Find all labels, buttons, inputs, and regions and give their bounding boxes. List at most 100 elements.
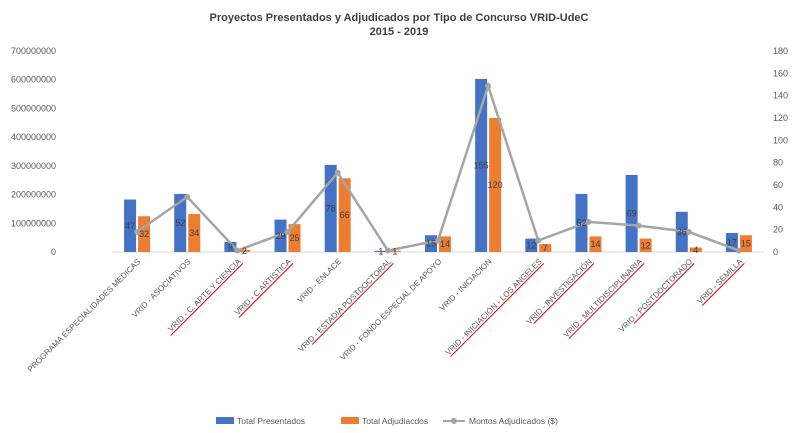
adjudicados-data-label: 15 <box>741 239 751 249</box>
adjudicados-bar <box>439 236 451 252</box>
legend-swatch <box>341 417 359 424</box>
chart-subtitle: 2015 - 2019 <box>370 26 429 38</box>
presentados-bar <box>324 164 337 252</box>
presentados-data-label: 17 <box>727 238 737 248</box>
adjudicados-bar <box>338 178 351 252</box>
adjudicados-bar <box>689 247 702 252</box>
adjudicados-data-label: 120 <box>488 180 503 190</box>
left-tick-label: 100000000 <box>11 218 56 228</box>
presentados-bar <box>525 238 538 252</box>
presentados-bar <box>224 241 237 252</box>
adjudicados-data-label: 25 <box>290 233 300 243</box>
montos-point <box>284 228 291 235</box>
presentados-bar <box>625 174 638 252</box>
legend-marker <box>451 418 457 424</box>
adjudicados-data-label: 14 <box>590 239 600 249</box>
presentados-data-label: 52 <box>175 218 185 228</box>
category-label-text: VRID - INICIACION <box>438 257 494 313</box>
presentados-bar <box>575 193 588 252</box>
right-tick-label: 0 <box>773 247 778 257</box>
category-label-text: PROGRAMA ESPECIALIDADES MEDICAS <box>26 257 143 374</box>
adjudicados-bar <box>388 250 401 252</box>
category-label-text: VRID - FONDO ESPECIAL DE APOYO <box>338 257 443 362</box>
right-tick-label: 120 <box>773 113 788 123</box>
category-underline <box>170 263 244 336</box>
left-axis: 0 100000000 200000000 300000000 400000000 500… <box>11 46 56 257</box>
presentados-data-label: 1 <box>378 246 383 256</box>
adjudicados-data-label: 32 <box>139 229 149 239</box>
right-tick-label: 180 <box>773 46 788 56</box>
presentados-bar <box>425 235 437 252</box>
category-label-text: VRID - INICIACIÓN - LOS ANGELES <box>444 257 544 357</box>
adjudicados-data-label: 66 <box>340 210 350 220</box>
right-tick-label: 160 <box>773 68 788 78</box>
adjudicados-bar <box>639 238 652 252</box>
category-label: VRID - INICIACIÓN - LOS ANGELES <box>444 257 545 357</box>
left-tick-label: 200000000 <box>11 190 56 200</box>
adjudicados-bar <box>489 118 502 252</box>
adjudicados-bar <box>188 214 201 252</box>
legend: Total Presentados Total Adjudiacdos Montos… <box>216 416 558 426</box>
presentados-bar <box>475 78 488 253</box>
montos-point <box>585 218 592 225</box>
presentados-data-label: 12 <box>526 240 536 250</box>
category-label: VRID - MULTIDISCIPLINARIA <box>562 257 645 340</box>
left-tick-label: 500000000 <box>11 103 56 113</box>
montos-line <box>136 81 740 253</box>
right-tick-label: 100 <box>773 135 788 145</box>
adjudicados-data-label: 7 <box>543 243 548 253</box>
presentados-bar <box>174 193 187 252</box>
adjudicados-data-label: 12 <box>641 240 651 250</box>
adjudicados-bar <box>238 249 251 252</box>
right-axis: 0 20 40 60 80 100 120 140 160 180 <box>773 46 788 257</box>
left-tick-label: 0 <box>51 247 56 257</box>
montos-point <box>384 247 391 254</box>
adjudicados-data-label: 4 <box>693 245 698 255</box>
montos-point <box>535 237 542 244</box>
category-underline <box>633 263 695 324</box>
adjudicados-data-label: 14 <box>440 239 450 249</box>
category-label: VRID - SEMILLA <box>696 257 745 306</box>
montos-point <box>635 222 642 229</box>
presentados-data-label: 52 <box>576 218 586 228</box>
category-underline <box>311 263 394 345</box>
presentados-bar <box>374 250 387 252</box>
category-label-text: VRID - ESTADIA POSTDOCTORAL <box>297 257 394 354</box>
presentados-data-label: 69 <box>627 208 637 218</box>
montos-point <box>234 247 241 254</box>
left-tick-label: 700000000 <box>11 46 56 56</box>
left-tick-label: 300000000 <box>11 161 56 171</box>
left-tick-label: 400000000 <box>11 132 56 142</box>
adjudicados-bar <box>539 244 552 252</box>
category-underline <box>701 263 745 306</box>
category-underline <box>238 263 294 318</box>
category-underline <box>450 263 545 357</box>
montos-point <box>735 247 742 254</box>
legend-label: Total Adjudiacdos <box>362 416 428 426</box>
montos-point <box>134 228 141 235</box>
category-label-text: VRID - C.ARTISTICA <box>233 257 293 317</box>
legend-swatch <box>216 417 234 424</box>
presentados-data-label: 9 <box>228 242 233 252</box>
adjudicados-bar <box>288 224 301 252</box>
adjudicados-data-label: 34 <box>189 228 199 238</box>
montos-point <box>334 169 341 176</box>
bars-group <box>124 78 752 253</box>
legend-label: Montos Adjudicados ($) <box>469 416 558 426</box>
presentados-data-label: 155 <box>474 160 489 170</box>
category-label-text: VRID - MULTIDISCIPLINARIA <box>562 257 645 340</box>
right-tick-label: 40 <box>773 202 783 212</box>
montos-point <box>485 83 492 90</box>
adjudicados-data-label: 2 <box>242 246 247 256</box>
line-series-group <box>134 81 742 254</box>
right-tick-label: 140 <box>773 91 788 101</box>
presentados-data-label: 36 <box>677 227 687 237</box>
category-label: VRID - FONDO ESPECIAL DE APOYO <box>338 257 443 362</box>
category-label-text: VRID - ENLACE <box>296 257 344 305</box>
right-tick-label: 80 <box>773 158 783 168</box>
chart-title: Proyectos Presentados y Adjudicados por … <box>210 12 589 24</box>
montos-point <box>184 193 191 200</box>
